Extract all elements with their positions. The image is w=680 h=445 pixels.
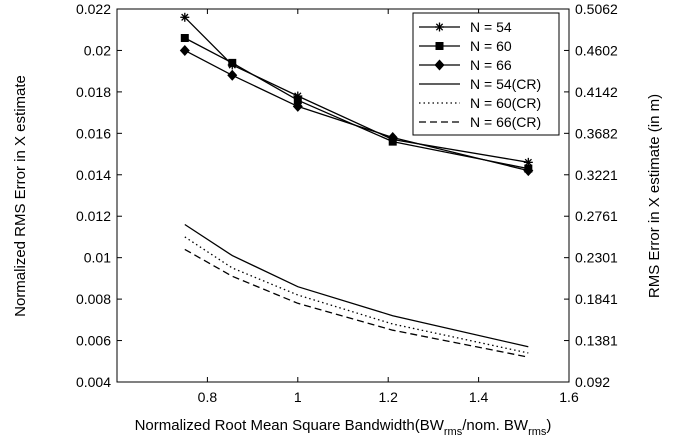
y-tick-label-left: 0.01 [84,250,111,266]
legend-box [412,12,560,136]
y-tick-label-left: 0.018 [76,84,111,100]
series-lines [179,12,534,358]
y-tick-label-left: 0.008 [76,291,111,307]
y-tick-label-right: 0.5062 [575,1,618,17]
y-tick-label-right: 0.3221 [575,167,618,183]
legend-entry-label: N = 66 [470,57,512,73]
series-line [184,223,529,348]
y-tick-label-right: 0.4142 [575,84,618,100]
legend: N = 54 N = 60 N = 66 N = 54(CR) N = 60(CR) N … [412,12,560,136]
x-tick-label: 1.2 [378,389,398,405]
x-axis-label-end: ) [546,417,551,434]
data-point-diamond [292,100,303,112]
x-axis-label-sub-1: rms [444,426,463,438]
y-tick-label-right: 0.2301 [575,250,618,266]
y-tick-label-right: 0.2761 [575,208,618,224]
data-point-diamond [523,165,534,177]
y-tick-label-right: 0.1841 [575,291,618,307]
x-axis-label: Normalized Root Mean Square Bandwidth(BW… [135,417,552,438]
star-marker-stroke [181,13,189,21]
y-tick-label-right: 0.1381 [575,333,618,349]
legend-entry-label: N = 54 [470,19,512,35]
data-point-star [180,12,190,22]
y-tick-label-left: 0.004 [76,374,111,390]
data-point-diamond [387,131,398,143]
legend-marker-diamond [434,59,445,71]
star-marker-stroke [435,23,444,31]
y-tick-label-left: 0.016 [76,125,111,141]
y-axis-label-left: Normalized RMS Error in X estimate [12,75,29,317]
data-point-square [180,34,189,43]
data-point-diamond [179,44,190,56]
plot-frame [116,8,570,383]
legend-marker-square [435,42,444,50]
legend-entry-label: N = 60 [470,38,512,54]
legend-entry-label: N = 54(CR) [470,76,541,92]
x-tick-label: 1.6 [559,389,579,405]
data-point-square [228,58,237,67]
data-point-diamond [227,69,238,81]
x-axis-label-main: Normalized Root Mean Square Bandwidth(BW [135,417,445,434]
series-line [184,248,529,358]
y-tick-label-left: 0.012 [76,208,111,224]
ticks: 0.8 1 1.2 1.4 1.6 0.004 0.092 0.006 0.1381 0.008 0… [76,1,618,405]
legend-entry-label: N = 60(CR) [470,95,541,111]
legend-entry-label: N = 66(CR) [470,114,541,130]
y-tick-label-left: 0.014 [76,167,111,183]
y-tick-label-right: 0.092 [575,374,610,390]
y-tick-label-left: 0.02 [84,42,111,58]
x-tick-label: 0.8 [198,389,218,405]
star-marker-stroke [524,158,532,166]
x-axis-label-mid: /nom. BW [462,417,529,434]
y-tick-label-left: 0.022 [76,1,111,17]
x-tick-label: 1 [294,389,302,405]
y-axis-label-right: RMS Error in X estimate (in m) [646,94,663,298]
data-point-star [523,157,533,167]
x-tick-label: 1.4 [469,389,489,405]
y-tick-label-right: 0.4602 [575,42,618,58]
legend-marker-star [435,22,444,32]
y-tick-label-left: 0.006 [76,333,111,349]
x-axis-label-sub-2: rms [528,426,547,438]
y-tick-label-right: 0.3682 [575,125,618,141]
data-point-square [293,96,302,105]
